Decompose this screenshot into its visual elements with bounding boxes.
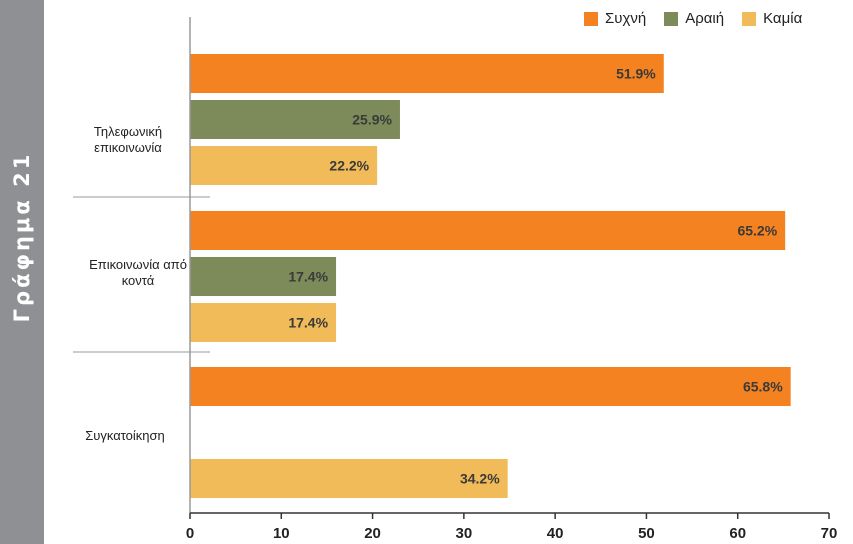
bar-1-0 xyxy=(190,211,786,250)
x-tick-label-4: 40 xyxy=(547,525,564,542)
legend-swatch-0 xyxy=(584,11,598,26)
legend-label-2: Καμία xyxy=(763,10,803,27)
side-band: Γράφημα 21 xyxy=(0,0,44,544)
legend-swatch-2 xyxy=(742,11,757,26)
data-label-2-2: 34.2% xyxy=(460,471,500,487)
bar-0-2 xyxy=(190,146,378,185)
data-label-1-1: 17.4% xyxy=(288,269,328,285)
x-tick-label-0: 0 xyxy=(186,525,194,542)
legend-item-2: Καμία xyxy=(742,10,802,27)
category-label-2: Συγκατοίκηση xyxy=(85,428,165,443)
legend-item-1: Αραιή xyxy=(664,10,724,27)
legend: Συχνή Αραιή Καμία xyxy=(584,10,820,27)
data-label-0-1: 25.9% xyxy=(352,112,392,128)
category-label-0: Τηλεφωνική επικοινωνία xyxy=(93,124,163,155)
bar-2-2 xyxy=(190,459,508,498)
category-label-1: Επικοινωνία από κοντά xyxy=(89,257,187,288)
x-tick-label-2: 20 xyxy=(364,525,381,542)
bar-1-2 xyxy=(190,303,337,342)
data-label-0-0: 51.9% xyxy=(616,66,656,82)
x-tick-label-3: 30 xyxy=(456,525,473,542)
data-label-2-0: 65.8% xyxy=(743,379,783,395)
legend-label-1: Αραιή xyxy=(685,10,725,27)
x-tick-label-1: 10 xyxy=(273,525,290,542)
legend-item-0: Συχνή xyxy=(584,10,646,27)
data-label-1-2: 17.4% xyxy=(288,315,328,331)
x-tick-label-6: 60 xyxy=(729,525,746,542)
bar-0-1 xyxy=(190,100,400,139)
bar-2-0 xyxy=(190,367,791,406)
x-tick-label-5: 50 xyxy=(638,525,655,542)
legend-swatch-1 xyxy=(664,11,679,26)
data-label-1-0: 65.2% xyxy=(737,223,777,239)
bar-0-0 xyxy=(190,54,664,93)
x-tick-label-7: 70 xyxy=(821,525,838,542)
bar-1-1 xyxy=(190,257,337,296)
legend-label-0: Συχνή xyxy=(605,10,647,27)
data-label-0-2: 22.2% xyxy=(329,158,369,174)
